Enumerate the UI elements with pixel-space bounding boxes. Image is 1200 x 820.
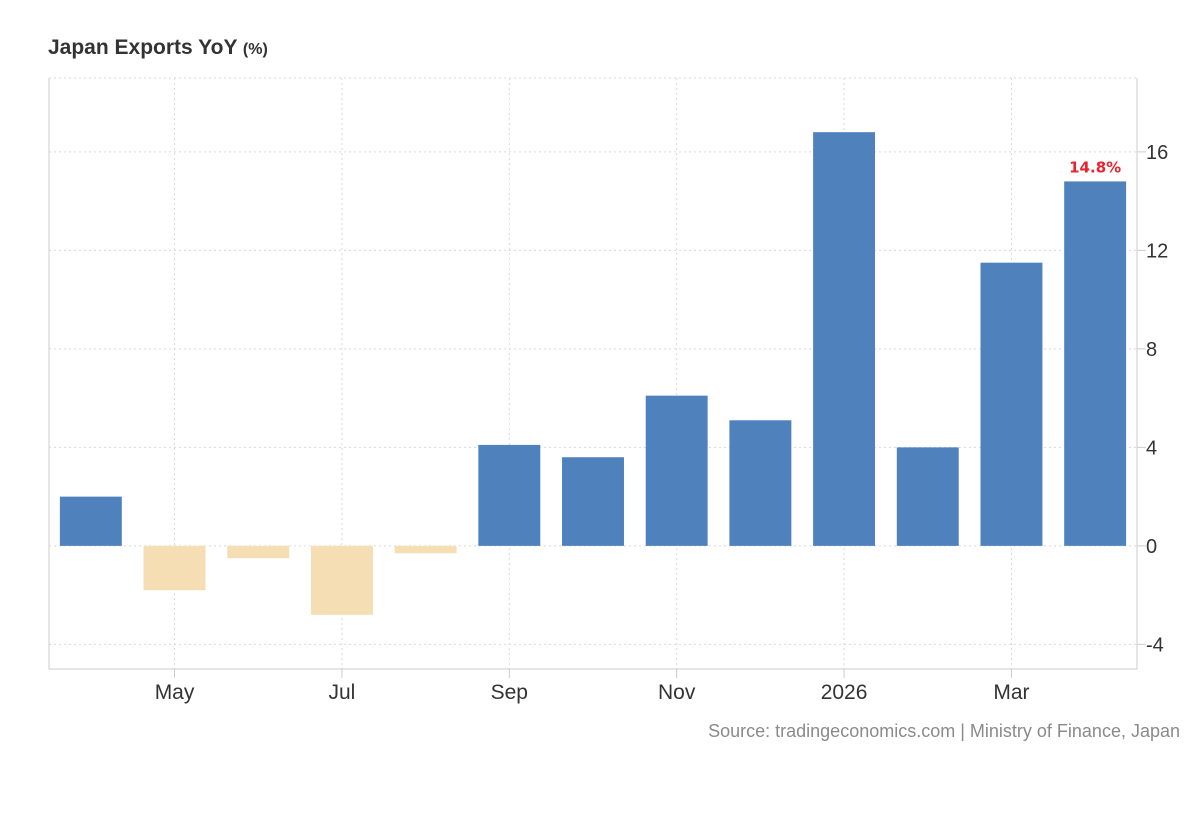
bar <box>478 444 541 546</box>
chart-unit: (%) <box>242 41 268 58</box>
x-tick-label: 2026 <box>821 681 868 704</box>
bar <box>59 496 122 546</box>
bar <box>143 545 206 591</box>
last-value-label: 14.8% <box>1069 158 1121 176</box>
bar <box>562 457 624 546</box>
x-tick-label: May <box>155 681 195 704</box>
bar <box>980 262 1043 546</box>
x-tick-label: Jul <box>328 681 355 704</box>
x-tick-label: Nov <box>658 681 696 704</box>
y-tick-label: 4 <box>1146 437 1157 459</box>
bar <box>1064 181 1127 546</box>
bar <box>310 545 373 615</box>
chart-title-text: Japan Exports YoY <box>48 36 238 59</box>
bar <box>645 395 708 546</box>
bar <box>896 447 959 546</box>
y-tick-label: -4 <box>1146 634 1164 656</box>
x-tick-label: Mar <box>993 681 1029 704</box>
bar <box>227 545 290 559</box>
bar <box>394 545 457 554</box>
source-note: Source: tradingeconomics.com | Ministry … <box>708 721 1180 741</box>
bar <box>729 420 792 546</box>
x-tick-label: Sep <box>491 681 528 704</box>
y-tick-label: 0 <box>1146 536 1157 558</box>
chart-title: Japan Exports YoY (%) <box>48 36 268 60</box>
y-tick-label: 12 <box>1146 240 1168 262</box>
y-tick-label: 8 <box>1146 339 1157 361</box>
y-tick-label: 16 <box>1146 142 1168 164</box>
bar <box>813 132 876 546</box>
